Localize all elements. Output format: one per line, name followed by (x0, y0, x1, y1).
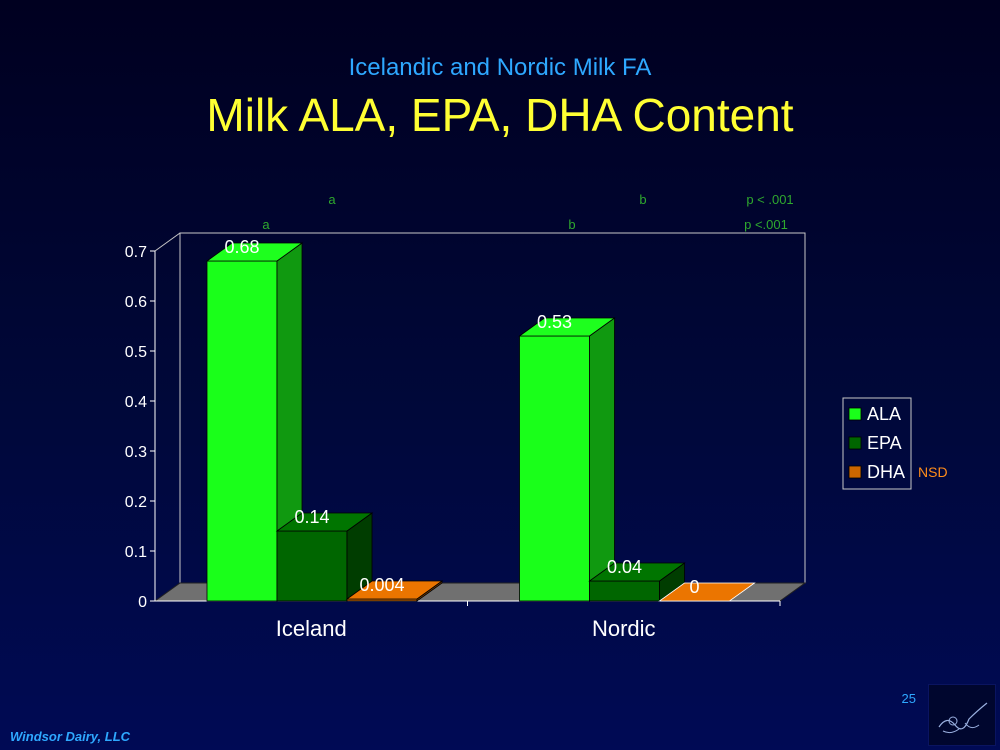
legend-swatch-ala (848, 407, 862, 421)
bar-top-ala-iceland (205, 242, 304, 262)
data-label-epa-iceland: 0.14 (294, 507, 329, 527)
bar-top-epa-iceland (275, 512, 374, 532)
bar-top-ala-nordic (518, 317, 616, 337)
y-tick-label: 0 (138, 594, 147, 611)
page-number: 25 (901, 691, 916, 706)
bar-ala-iceland (206, 260, 278, 602)
bar-ala-nordic (519, 335, 590, 602)
annotation-row1-nordic: b (639, 192, 646, 207)
annotation-row2-iceland: a (262, 217, 270, 232)
footer-company: Windsor Dairy, LLC (10, 729, 131, 744)
bar-top-epa-nordic (588, 562, 686, 582)
y-tick-label: 0.1 (125, 544, 147, 561)
logo-sketch-icon (938, 702, 988, 734)
y-tick-label: 0.5 (125, 344, 147, 361)
y-tick-label: 0.4 (125, 394, 147, 411)
legend-box (842, 397, 912, 490)
slide-title: Milk ALA, EPA, DHA Content (206, 89, 794, 141)
data-label-ala-iceland: 0.68 (224, 237, 259, 257)
bar-epa-nordic (589, 580, 660, 602)
data-label-epa-nordic: 0.04 (607, 557, 642, 577)
legend-label-ala: ALA (867, 404, 901, 424)
company-logo (928, 684, 996, 746)
bar-top-dha-iceland (345, 580, 444, 600)
legend-swatch-dha (848, 465, 862, 479)
bar-epa-iceland (276, 530, 348, 602)
y-tick-label: 0.7 (125, 244, 147, 261)
bar-top-dha-nordic (658, 582, 756, 602)
x-category-label: Nordic (592, 616, 656, 641)
y-tick-label: 0.6 (125, 294, 147, 311)
chart-side-wall-top (154, 232, 181, 252)
annotation-row2-pvalue: p <.001 (744, 217, 788, 232)
y-tick-label: 0.3 (125, 444, 147, 461)
y-tick-label: 0.2 (125, 494, 147, 511)
data-label-ala-nordic: 0.53 (537, 312, 572, 332)
data-label-dha-nordic: 0 (689, 577, 699, 597)
annotation-row1-pvalue: p < .001 (746, 192, 793, 207)
slide-subtitle: Icelandic and Nordic Milk FA (348, 54, 652, 81)
annotation-row2-nordic: b (568, 217, 575, 232)
legend-label-dha: DHA (867, 462, 905, 482)
legend-note-nsd: NSD (918, 464, 948, 480)
legend-label-epa: EPA (867, 433, 902, 453)
data-label-dha-iceland: 0.004 (359, 575, 404, 595)
x-category-label: Iceland (276, 616, 347, 641)
annotation-row1-iceland: a (328, 192, 336, 207)
legend-swatch-epa (848, 436, 862, 450)
